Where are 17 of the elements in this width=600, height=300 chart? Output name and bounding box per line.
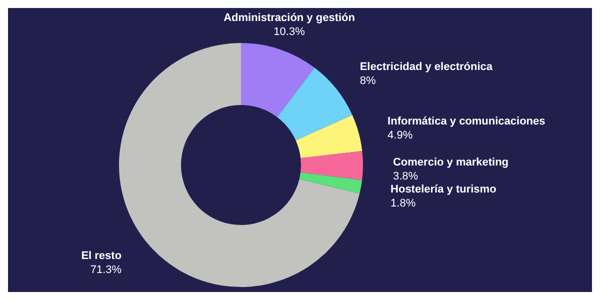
slice-label: Comercio y marketing: [393, 156, 509, 169]
data-label: 8%: [360, 75, 376, 88]
slice-label: Electricidad y electrónica: [360, 61, 494, 74]
slice-label: Administración y gestión: [224, 12, 356, 24]
slice-label: El resto: [81, 250, 122, 262]
donut-slice: [241, 43, 314, 118]
donut-slice: [299, 172, 362, 194]
slice-label: Informática y comunicaciones: [388, 116, 546, 128]
data-label: 3.8%: [393, 170, 418, 183]
data-label: 1.8%: [390, 197, 416, 210]
slice-label: Hostelería y turismo: [390, 183, 497, 196]
donut-slice: [277, 68, 352, 140]
data-label: 71.3%: [90, 264, 122, 276]
data-label: 4.9%: [388, 130, 413, 142]
data-label: 10.3%: [274, 26, 306, 38]
donut-slice: [296, 115, 362, 158]
donut-slice: [300, 151, 363, 180]
